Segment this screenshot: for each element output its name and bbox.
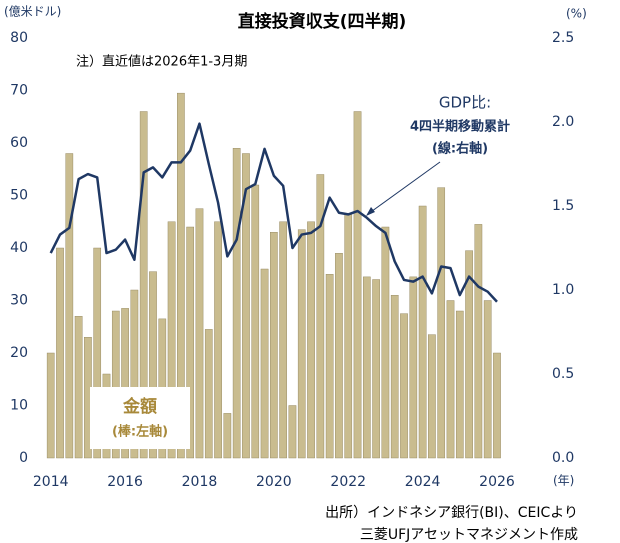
y-tick-label: 70 (10, 83, 28, 99)
y2-tick-label: 0.5 (552, 366, 574, 382)
x-tick-label: 2016 (107, 474, 143, 490)
bar (111, 310, 120, 459)
bar (65, 153, 74, 459)
legend-label: GDP比: (439, 94, 491, 112)
bar (195, 208, 204, 459)
bar (149, 271, 157, 459)
y2-tick-label: 1.5 (552, 198, 574, 214)
legend-box (90, 387, 190, 449)
bar (372, 279, 380, 459)
y-tick-label: 50 (10, 188, 28, 204)
arrow (367, 161, 441, 215)
bar (93, 247, 102, 459)
source: 三菱UFJアセットマネジメント作成 (360, 527, 578, 543)
bar (223, 413, 232, 459)
y2-tick-label: 2.5 (552, 30, 574, 46)
legend-label: 4四半期移動累計 (410, 119, 510, 135)
bar (270, 232, 278, 459)
bar (121, 308, 129, 459)
bar (297, 229, 306, 459)
legend-label: (棒:左軸) (112, 424, 168, 440)
bar (400, 313, 408, 459)
bar (325, 274, 334, 459)
chart-title: 直接投資収支(四半期) (238, 11, 407, 32)
bar (465, 250, 473, 459)
bar (474, 224, 483, 459)
bar (344, 213, 353, 459)
y-tick-label: 80 (10, 30, 28, 46)
bar (214, 221, 222, 459)
bar (177, 92, 185, 459)
legend-label: (線:右軸) (432, 141, 488, 157)
bar (390, 295, 399, 459)
x-tick-label: 2026 (479, 474, 515, 490)
bar (493, 352, 501, 459)
x-tick-label: 2022 (330, 474, 366, 490)
bar (437, 187, 446, 459)
line (49, 122, 498, 303)
bar (251, 184, 260, 459)
bar (130, 289, 139, 459)
y2-tick-label: 0.0 (552, 450, 574, 466)
bar (455, 310, 464, 459)
x-tick-label: 2020 (256, 474, 292, 490)
source: 出所）インドネシア銀行(BI)、CEICより (325, 505, 578, 521)
bar (362, 276, 371, 459)
x-axis-label: (年) (553, 474, 574, 488)
bar (204, 329, 213, 459)
bar (316, 174, 325, 459)
y-tick-label: 10 (10, 398, 28, 414)
bar (307, 221, 315, 459)
bar (446, 300, 455, 459)
bar (56, 247, 64, 459)
y-tick-label: 0 (19, 450, 28, 466)
bar (381, 226, 390, 459)
y2-tick-label: 2.0 (552, 114, 574, 130)
bar (353, 111, 362, 459)
x-tick-label: 2014 (33, 474, 69, 490)
y-tick-label: 40 (10, 240, 28, 256)
bar (279, 221, 287, 459)
y2-axis-label: (%) (566, 7, 587, 21)
y2-tick-label: 1.0 (552, 282, 574, 298)
y-tick-label: 60 (10, 135, 28, 151)
bar (260, 268, 269, 459)
bar (74, 316, 83, 459)
bar (409, 276, 418, 459)
x-tick-label: 2018 (182, 474, 218, 490)
bar (288, 405, 297, 459)
bar (428, 334, 436, 459)
legend-label: 金額 (122, 396, 157, 417)
bar (335, 253, 343, 459)
note: 注）直近値は2026年1-3月期 (76, 54, 247, 70)
bar (418, 205, 427, 459)
bar (167, 221, 176, 459)
bar (242, 153, 250, 459)
y-tick-label: 20 (10, 345, 28, 361)
bar (139, 111, 148, 459)
y-tick-label: 30 (10, 293, 28, 309)
x-tick-label: 2024 (405, 474, 441, 490)
bar (483, 300, 492, 459)
bar (232, 148, 241, 459)
y-axis-label: (億米ドル) (4, 5, 61, 19)
bar (186, 226, 195, 459)
bar (46, 352, 55, 459)
arrow-head (366, 207, 375, 216)
